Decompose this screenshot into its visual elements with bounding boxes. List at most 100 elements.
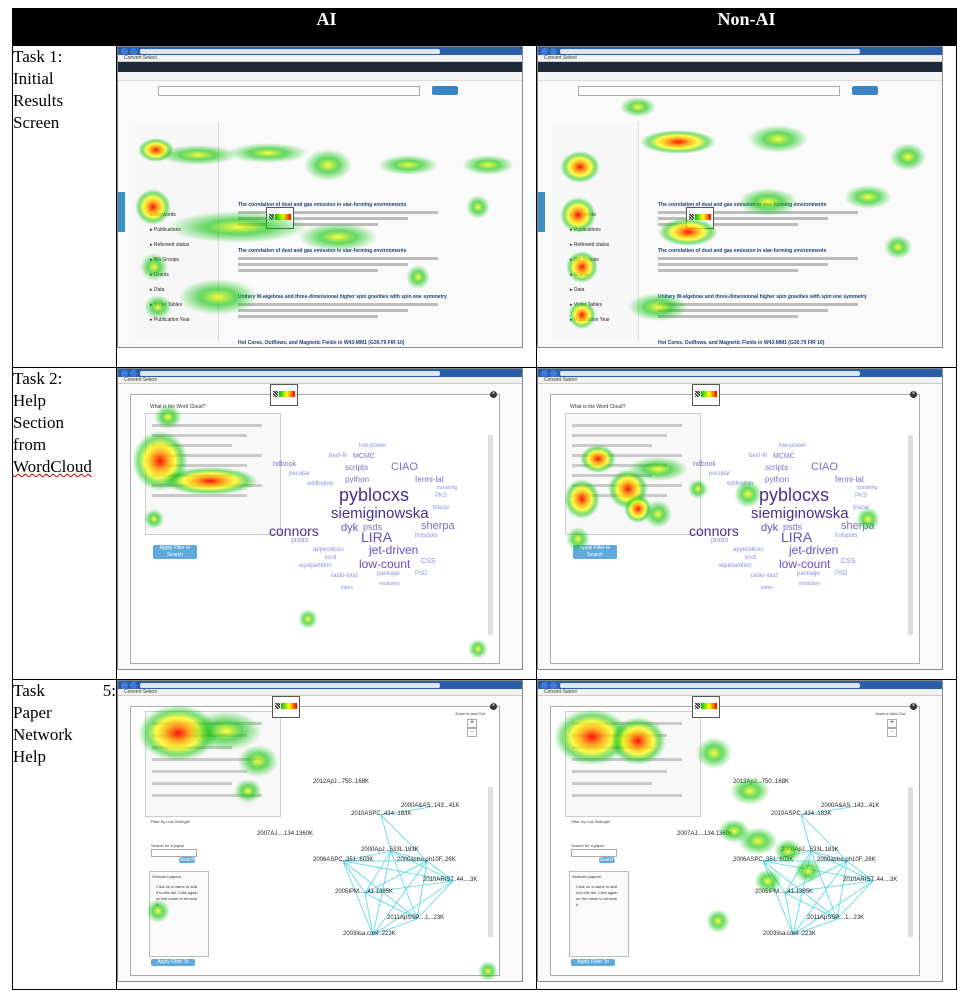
address-bar[interactable] xyxy=(140,683,440,688)
close-icon[interactable]: × xyxy=(490,703,497,710)
paper-node[interactable]: 2007AJ....134.1360K xyxy=(677,831,734,837)
word-cloud-term[interactable]: CIAO xyxy=(391,461,418,473)
paper-node[interactable]: 2006ASPC..351..603K xyxy=(313,857,374,863)
sidebar-item[interactable]: ▸ Keywords xyxy=(570,212,596,218)
word-cloud-term[interactable]: package xyxy=(797,571,820,577)
paper-node[interactable]: 2000ApJ...533L.183K xyxy=(781,847,839,853)
word-cloud-term[interactable]: blazar xyxy=(433,505,450,511)
back-icon[interactable] xyxy=(541,370,548,377)
address-bar[interactable] xyxy=(560,49,860,54)
paper-node[interactable]: 2010ARIST..44....3K xyxy=(423,877,478,883)
word-cloud-term[interactable]: fermi-lat xyxy=(415,475,444,484)
word-cloud-term[interactable]: equipartition xyxy=(719,563,752,569)
word-cloud-term[interactable]: PSD xyxy=(415,571,428,577)
forward-icon[interactable] xyxy=(550,48,557,55)
word-cloud-term[interactable]: jet-driven xyxy=(369,543,419,557)
sidebar-item[interactable]: ▸ Publications xyxy=(570,227,601,233)
sidebar-item[interactable]: ▸ Keywords xyxy=(150,212,176,218)
sidebar-item[interactable]: ▸ Vizier Tables xyxy=(150,302,183,308)
word-cloud-term[interactable]: hotspots xyxy=(835,533,858,539)
word-cloud-term[interactable]: sherpa xyxy=(421,520,455,532)
forward-icon[interactable] xyxy=(130,682,137,689)
paper-node[interactable]: 2000astro.ph10F..26K xyxy=(397,857,456,863)
paper-node[interactable]: 2006ASPC..351..603K xyxy=(733,857,794,863)
word-cloud-term[interactable]: PSD xyxy=(835,571,848,577)
paper-node[interactable]: 2012ApJ...750..168K xyxy=(733,779,790,785)
word-cloud-term[interactable]: institution xyxy=(799,581,821,587)
result-title[interactable]: Unitary W-algebras and three-dimensional… xyxy=(238,294,447,300)
paper-node[interactable]: 2000A&AS..143...41K xyxy=(821,803,880,809)
feedback-tab[interactable] xyxy=(118,192,125,232)
paper-node[interactable]: 2010ARIST..44....3K xyxy=(843,877,898,883)
word-cloud-term[interactable]: transiting xyxy=(437,485,458,491)
word-cloud-term[interactable]: knot xyxy=(325,555,337,561)
word-cloud-term[interactable]: appendices xyxy=(733,547,764,553)
paper-node[interactable]: 2005IPM.....41.1395K xyxy=(755,889,814,895)
result-title[interactable]: Unitary W-algebras and three-dimensional… xyxy=(658,294,867,300)
word-cloud-term[interactable]: institution xyxy=(379,581,401,587)
word-cloud-term[interactable]: low-power xyxy=(779,443,807,449)
scrollbar[interactable] xyxy=(908,435,913,635)
zoom-out-button[interactable]: - xyxy=(887,728,897,737)
sidebar-item[interactable]: ▸ Data xyxy=(570,287,585,293)
word-cloud-term[interactable]: lobes xyxy=(761,585,773,591)
close-icon[interactable]: × xyxy=(910,703,917,710)
word-cloud-term[interactable]: dyk xyxy=(341,522,359,534)
paper-node[interactable]: 2003lisa.conf..223K xyxy=(763,931,816,937)
word-cloud-term[interactable]: transiting xyxy=(857,485,878,491)
search-paper-input[interactable] xyxy=(571,849,617,857)
sidebar-item[interactable]: ▸ Publications xyxy=(150,227,181,233)
back-icon[interactable] xyxy=(541,48,548,55)
word-cloud-term[interactable]: MCMC xyxy=(773,453,795,460)
search-button[interactable] xyxy=(852,86,878,95)
scrollbar[interactable] xyxy=(488,435,493,635)
word-cloud-term[interactable]: priors xyxy=(291,537,309,544)
back-icon[interactable] xyxy=(121,48,128,55)
paper-node[interactable]: 2011ApSSP....1...23K xyxy=(387,915,445,921)
word-cloud-term[interactable]: priors xyxy=(711,537,729,544)
zoom-in-button[interactable]: + xyxy=(467,719,477,728)
word-cloud-term[interactable]: appendices xyxy=(313,547,344,553)
close-icon[interactable]: × xyxy=(910,391,917,398)
sidebar-item[interactable]: ▸ Grants xyxy=(150,272,169,278)
word-cloud-term[interactable]: LIRA xyxy=(781,529,813,545)
search-paper-button[interactable]: Search xyxy=(599,857,615,863)
word-cloud-term[interactable]: best-fit xyxy=(749,453,768,459)
word-cloud-term[interactable]: pyblocxs xyxy=(339,485,410,505)
word-cloud-term[interactable]: radio-loud xyxy=(751,573,778,579)
word-cloud-term[interactable]: best-fit xyxy=(329,453,348,459)
paper-node[interactable]: 2003lisa.conf..223K xyxy=(343,931,396,937)
sidebar-item[interactable]: ▸ Refereed status xyxy=(570,242,610,248)
apply-filter-button[interactable]: Apply Filter To Search xyxy=(151,959,195,972)
word-cloud-term[interactable]: hotspots xyxy=(415,533,438,539)
search-input[interactable] xyxy=(578,86,840,96)
paper-node[interactable]: 2011ApSSP....1...23K xyxy=(807,915,865,921)
paper-node[interactable]: 2000astro.ph10F..26K xyxy=(817,857,876,863)
word-cloud-term[interactable]: connors xyxy=(689,523,739,539)
sidebar-item[interactable]: ▸ Publication Year xyxy=(570,317,610,323)
sidebar-item[interactable]: ▸ Publication Year xyxy=(150,317,190,323)
word-cloud-term[interactable]: ndbook xyxy=(273,461,296,468)
word-cloud-term[interactable]: psds xyxy=(783,522,803,532)
search-paper-input[interactable] xyxy=(151,849,197,857)
sidebar-item[interactable]: ▸ Data xyxy=(150,287,165,293)
word-cloud-term[interactable]: PKS xyxy=(435,493,448,499)
word-cloud-term[interactable]: scripts xyxy=(765,463,789,472)
zoom-out-button[interactable]: - xyxy=(467,728,477,737)
word-cloud-term[interactable]: psds xyxy=(363,522,383,532)
word-cloud-term[interactable]: equipartition xyxy=(299,563,332,569)
word-cloud-term[interactable]: CIAO xyxy=(811,461,838,473)
search-button[interactable] xyxy=(432,86,458,95)
word-cloud-term[interactable]: ndbook xyxy=(693,461,716,468)
word-cloud-term[interactable]: peculiar xyxy=(709,471,731,477)
sidebar-item[interactable]: ▸ Grants xyxy=(570,272,589,278)
word-cloud-term[interactable]: CSS xyxy=(841,558,856,565)
word-cloud-term[interactable]: MCMC xyxy=(353,453,375,460)
feedback-tab[interactable] xyxy=(538,192,545,232)
paper-node[interactable]: 2010ASPC..434..183K xyxy=(771,811,832,817)
scrollbar[interactable] xyxy=(488,787,493,937)
word-cloud-term[interactable]: eddington xyxy=(307,481,334,487)
search-paper-button[interactable]: Search xyxy=(179,857,195,863)
result-title[interactable]: The correlation of dust and gas emission… xyxy=(238,202,407,208)
word-cloud-term[interactable]: siemiginowska xyxy=(331,505,429,522)
